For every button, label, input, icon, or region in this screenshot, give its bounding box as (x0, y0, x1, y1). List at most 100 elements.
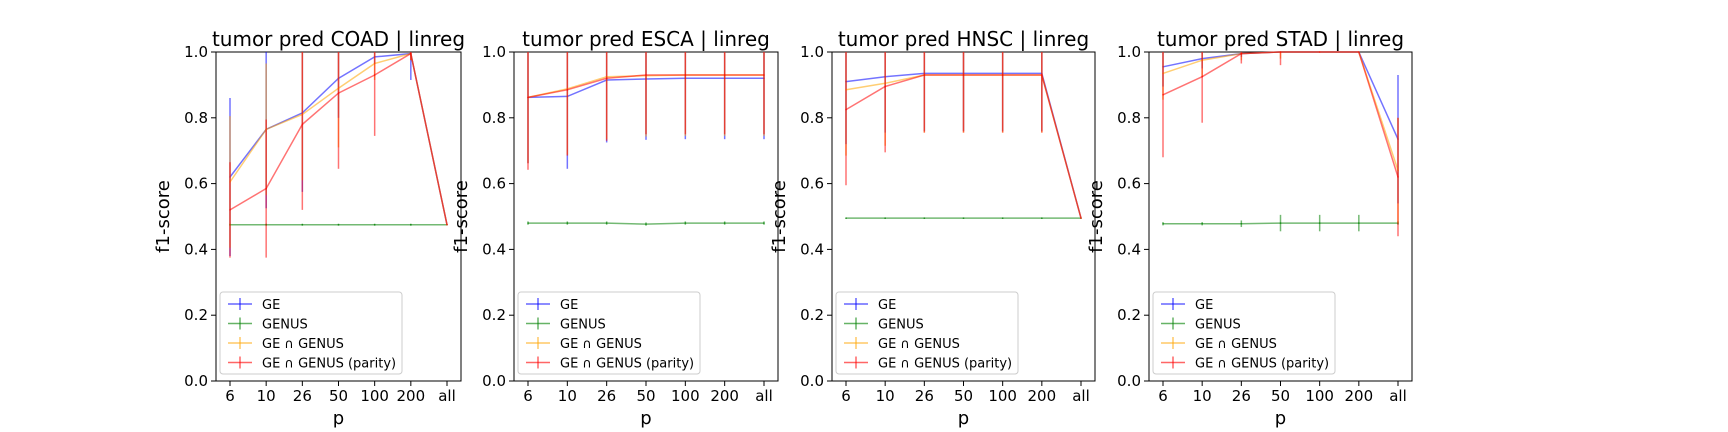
data-point (1318, 222, 1321, 224)
y-tick-label: 0.0 (482, 372, 506, 390)
y-tick-label: 0.0 (800, 372, 824, 390)
legend-box (835, 291, 1019, 375)
legend-label: GENUS (560, 318, 606, 333)
data-point (337, 92, 340, 94)
data-point (723, 74, 726, 76)
x-tick-label: all (755, 387, 773, 405)
series-1 (1162, 51, 1399, 204)
legend-label: GE ∩ GENUS (560, 337, 642, 352)
y-tick-label: 0.6 (184, 175, 208, 193)
y-tick-label: 0.4 (800, 240, 824, 258)
data-point (845, 217, 847, 219)
data-point (1240, 52, 1243, 55)
x-tick-label: 200 (397, 387, 426, 405)
data-point (763, 74, 765, 76)
data-point (923, 217, 926, 219)
legend-item: GE (228, 298, 280, 313)
data-point (645, 74, 647, 76)
y-tick-label: 0.2 (1117, 306, 1141, 324)
x-tick-label: 6 (225, 387, 235, 405)
data-point (373, 223, 376, 226)
y-tick-label: 0.4 (482, 240, 506, 258)
data-point (1080, 217, 1082, 219)
legend: GE GENUS GE ∩ GENUS GE ∩ GENUS (parity) (517, 291, 701, 375)
x-tick-label: 26 (597, 387, 616, 405)
y-axis-label: f1-score (1086, 180, 1107, 253)
data-point (337, 223, 340, 226)
x-tick-label: 200 (1028, 387, 1057, 405)
data-point (566, 222, 569, 224)
data-point (1358, 51, 1360, 53)
data-point (265, 187, 267, 190)
x-tick-label: all (1389, 387, 1407, 405)
y-tick-label: 1.0 (1117, 43, 1141, 61)
y-tick-label: 1.0 (482, 43, 506, 61)
series-2 (1162, 214, 1399, 232)
data-point (1279, 222, 1282, 224)
legend-label: GE ∩ GENUS (parity) (560, 357, 694, 372)
x-tick-label: all (438, 387, 456, 405)
legend: GE GENUS GE ∩ GENUS GE ∩ GENUS (parity) (219, 291, 403, 375)
chart-panel-1: tumor pred COAD | linreg 0.0 0.2 0.4 0.6 0.8 1… (153, 27, 465, 429)
data-point (923, 74, 926, 76)
x-tick-label: 26 (1232, 387, 1251, 405)
x-tick-label: 10 (876, 387, 895, 405)
x-tick-label: 100 (988, 387, 1017, 405)
data-point (301, 223, 304, 226)
legend-item: GE ∩ GENUS (844, 337, 960, 352)
y-tick-label: 1.0 (184, 43, 208, 61)
series-4 (229, 52, 448, 258)
data-point (1201, 222, 1203, 225)
legend-item: GE ∩ GENUS (1161, 337, 1277, 352)
legend-label: GE (560, 298, 578, 313)
y-tick-label: 0.6 (800, 175, 824, 193)
y-axis-label: f1-score (769, 180, 790, 253)
chart-panel-2: tumor pred ESCA | linreg 0.0 0.2 0.4 0.6 0.8 1… (451, 27, 779, 429)
chart-panel-3: tumor pred HNSC | linreg 0.0 0.2 0.4 0.6 0.8 1… (769, 27, 1096, 429)
y-axis-label: f1-score (451, 180, 472, 253)
data-point (645, 223, 647, 225)
x-axis-label: p (958, 408, 969, 429)
legend-label: GE ∩ GENUS (878, 337, 960, 352)
series-2 (229, 223, 448, 226)
y-tick-label: 1.0 (800, 43, 824, 61)
legend-label: GE ∩ GENUS (1195, 337, 1277, 352)
data-point (410, 52, 412, 55)
y-tick-label: 0.6 (482, 175, 506, 193)
legend: GE GENUS GE ∩ GENUS GE ∩ GENUS (parity) (835, 291, 1019, 375)
data-point (410, 223, 412, 226)
legend: GE GENUS GE ∩ GENUS GE ∩ GENUS (parity) (1152, 291, 1336, 375)
data-point (527, 96, 529, 99)
series-4 (845, 52, 1082, 219)
series-3 (1162, 51, 1399, 224)
legend-item: GE ∩ GENUS (parity) (228, 356, 396, 372)
chart-panel-4: tumor pred STAD | linreg 0.0 0.2 0.4 0.6 0.8 1… (1086, 27, 1413, 429)
data-point (527, 222, 529, 224)
data-point (229, 209, 231, 211)
data-point (962, 217, 965, 219)
legend-label: GE (262, 298, 280, 313)
legend-item: GE ∩ GENUS (parity) (526, 356, 694, 372)
legend-item: GENUS (526, 317, 606, 333)
x-axis-label: p (1275, 408, 1286, 429)
data-point (684, 222, 687, 224)
y-tick-label: 0.8 (482, 109, 506, 127)
x-tick-label: 50 (1271, 387, 1290, 405)
y-axis-label: f1-score (153, 180, 174, 253)
x-tick-label: 100 (671, 387, 700, 405)
y-tick-label: 0.2 (184, 306, 208, 324)
x-tick-label: 200 (1345, 387, 1374, 405)
series-4 (527, 52, 765, 170)
data-point (301, 123, 304, 126)
data-point (962, 74, 965, 76)
y-tick-label: 0.0 (1117, 372, 1141, 390)
data-point (1162, 93, 1164, 96)
legend-item: GE (844, 298, 896, 313)
data-point (605, 222, 608, 224)
legend-label: GENUS (1195, 318, 1241, 333)
data-point (446, 223, 448, 226)
x-tick-label: all (1072, 387, 1090, 405)
data-point (605, 77, 608, 80)
y-tick-label: 0.6 (1117, 175, 1141, 193)
x-tick-label: 100 (1305, 387, 1334, 405)
